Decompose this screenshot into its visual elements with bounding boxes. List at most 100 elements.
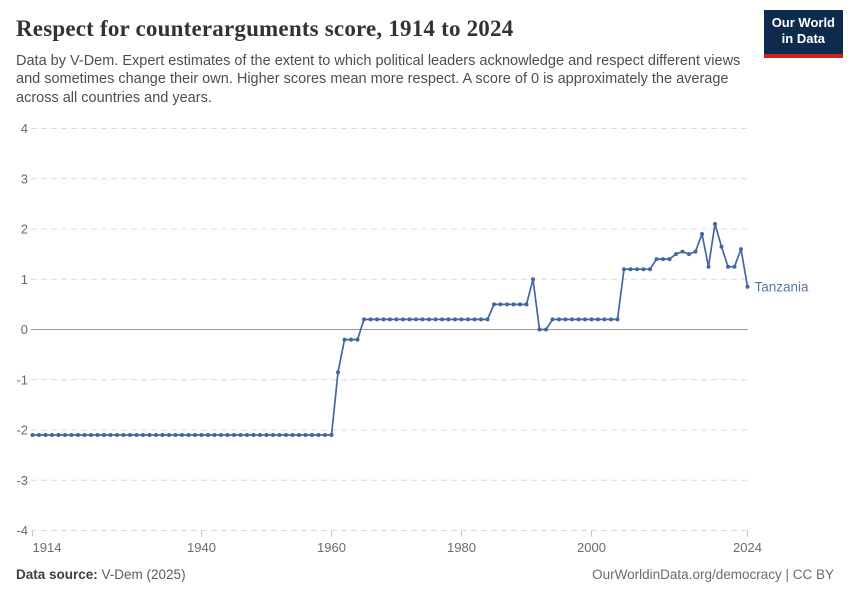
- data-point[interactable]: [518, 302, 522, 307]
- data-point[interactable]: [557, 317, 561, 322]
- data-point[interactable]: [69, 433, 74, 437]
- data-point[interactable]: [115, 433, 119, 437]
- data-point[interactable]: [245, 433, 249, 437]
- data-point[interactable]: [76, 433, 80, 437]
- data-point[interactable]: [550, 317, 555, 322]
- data-point[interactable]: [167, 433, 171, 437]
- data-point[interactable]: [420, 317, 425, 322]
- data-point[interactable]: [212, 433, 217, 437]
- data-point[interactable]: [654, 257, 659, 262]
- data-point[interactable]: [206, 433, 210, 437]
- data-point[interactable]: [238, 433, 243, 437]
- data-point[interactable]: [602, 317, 607, 322]
- data-point[interactable]: [342, 337, 347, 342]
- data-point[interactable]: [466, 317, 470, 322]
- data-point[interactable]: [401, 317, 405, 322]
- data-point[interactable]: [63, 433, 67, 437]
- data-point[interactable]: [576, 317, 581, 322]
- data-point[interactable]: [661, 257, 665, 262]
- data-point[interactable]: [310, 433, 314, 437]
- data-point[interactable]: [635, 267, 639, 272]
- data-point[interactable]: [368, 317, 373, 322]
- data-point[interactable]: [479, 317, 483, 322]
- data-point[interactable]: [147, 433, 152, 437]
- data-point[interactable]: [407, 317, 412, 322]
- data-point[interactable]: [128, 433, 132, 437]
- data-point[interactable]: [492, 302, 496, 307]
- data-point[interactable]: [375, 317, 379, 322]
- data-point[interactable]: [193, 433, 197, 437]
- data-point[interactable]: [154, 433, 158, 437]
- data-point[interactable]: [667, 257, 672, 262]
- data-point[interactable]: [355, 337, 360, 342]
- data-point[interactable]: [336, 370, 340, 375]
- data-point[interactable]: [453, 317, 457, 322]
- data-point[interactable]: [323, 433, 327, 437]
- data-point[interactable]: [674, 252, 678, 257]
- data-point[interactable]: [680, 249, 685, 254]
- data-point[interactable]: [297, 433, 301, 437]
- data-point[interactable]: [258, 433, 262, 437]
- data-point[interactable]: [433, 317, 438, 322]
- data-point[interactable]: [121, 433, 126, 437]
- data-point[interactable]: [160, 433, 165, 437]
- data-point[interactable]: [719, 244, 724, 249]
- data-point[interactable]: [225, 433, 230, 437]
- data-point[interactable]: [82, 433, 87, 437]
- data-point[interactable]: [472, 317, 477, 322]
- data-point[interactable]: [381, 317, 386, 322]
- data-point[interactable]: [511, 302, 516, 307]
- data-point[interactable]: [388, 317, 392, 322]
- data-point[interactable]: [414, 317, 418, 322]
- data-point[interactable]: [693, 249, 698, 254]
- data-point[interactable]: [726, 264, 730, 269]
- data-point[interactable]: [739, 247, 743, 252]
- data-point[interactable]: [329, 433, 334, 437]
- data-point[interactable]: [349, 337, 353, 342]
- data-point[interactable]: [713, 222, 717, 226]
- data-point[interactable]: [186, 433, 191, 437]
- data-point[interactable]: [251, 433, 256, 437]
- data-point[interactable]: [362, 317, 366, 322]
- data-point[interactable]: [180, 433, 184, 437]
- data-point[interactable]: [700, 232, 704, 236]
- data-point[interactable]: [687, 252, 691, 257]
- data-point[interactable]: [290, 433, 295, 437]
- data-point[interactable]: [284, 433, 288, 437]
- data-point[interactable]: [303, 433, 308, 437]
- data-point[interactable]: [219, 433, 223, 437]
- data-point[interactable]: [615, 317, 620, 322]
- data-point[interactable]: [440, 317, 444, 322]
- data-point[interactable]: [628, 267, 633, 272]
- data-point[interactable]: [641, 267, 646, 272]
- data-point[interactable]: [596, 317, 600, 322]
- data-point[interactable]: [570, 317, 574, 322]
- data-point[interactable]: [609, 317, 613, 322]
- data-point[interactable]: [89, 433, 93, 437]
- data-point[interactable]: [485, 317, 490, 322]
- data-point[interactable]: [648, 267, 652, 272]
- data-point[interactable]: [141, 433, 145, 437]
- data-point[interactable]: [563, 317, 568, 322]
- data-point[interactable]: [199, 433, 204, 437]
- data-point[interactable]: [531, 277, 535, 282]
- data-point[interactable]: [43, 433, 48, 437]
- data-point[interactable]: [459, 317, 464, 322]
- data-point[interactable]: [232, 433, 236, 437]
- data-point[interactable]: [30, 433, 35, 437]
- data-point[interactable]: [37, 433, 41, 437]
- data-point[interactable]: [498, 302, 503, 307]
- data-point[interactable]: [108, 433, 113, 437]
- data-point[interactable]: [95, 433, 100, 437]
- data-point[interactable]: [589, 317, 594, 322]
- data-point[interactable]: [524, 302, 529, 307]
- data-point[interactable]: [316, 433, 321, 437]
- data-point[interactable]: [173, 433, 178, 437]
- data-point[interactable]: [134, 433, 139, 437]
- data-point[interactable]: [264, 433, 269, 437]
- data-point[interactable]: [745, 284, 750, 289]
- data-point[interactable]: [277, 433, 282, 437]
- series-label-tanzania[interactable]: Tanzania: [755, 279, 810, 294]
- data-point[interactable]: [394, 317, 399, 322]
